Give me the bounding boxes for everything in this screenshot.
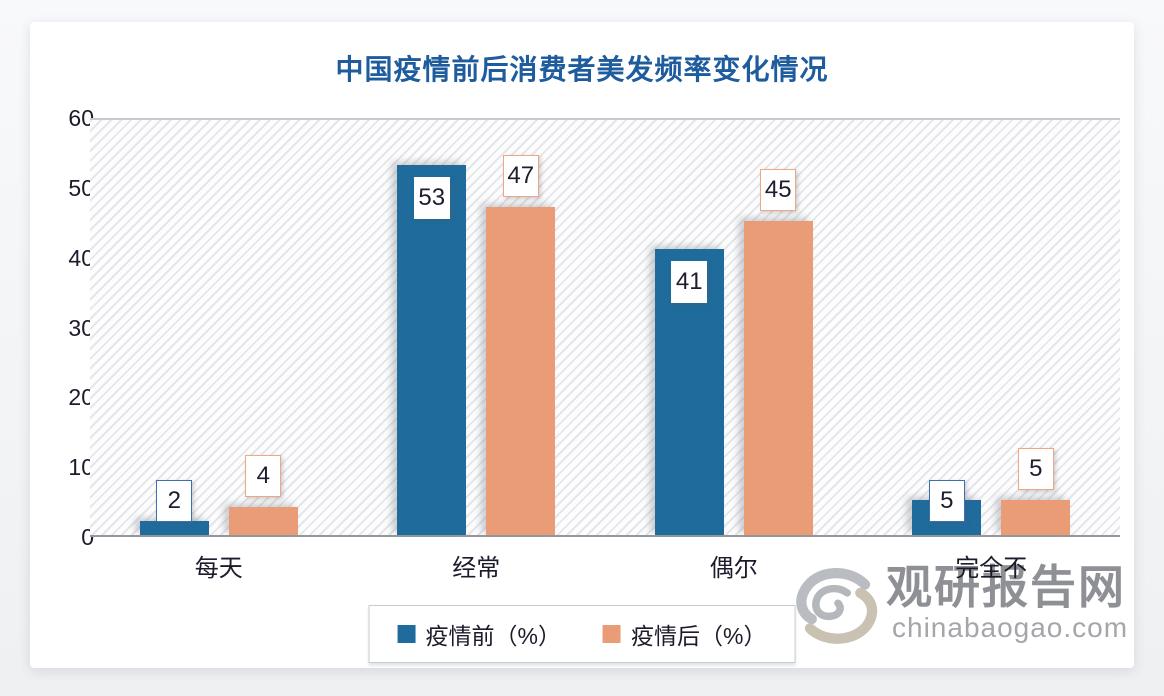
legend-label-after: 疫情后（%） (631, 623, 767, 649)
legend-item-before: 疫情前（%） (397, 617, 561, 651)
bar-before-经常 (397, 164, 467, 535)
x-axis-category-label: 经常 (452, 555, 501, 582)
y-axis-tick-label: 30 (68, 314, 94, 341)
bar-after-经常 (486, 206, 556, 535)
y-axis: 0 10 20 30 40 50 60 (44, 105, 94, 550)
y-axis-tick-label: 10 (68, 454, 94, 481)
data-label-before-经常: 53 (413, 176, 450, 219)
x-axis-category-label: 完全不 (955, 555, 1028, 582)
plot-area: 2 4 53 47 41 45 5 5 (90, 118, 1120, 537)
bar-after-完全不 (1001, 500, 1071, 535)
x-axis-category-label: 每天 (194, 555, 243, 582)
bar-before-每天 (139, 521, 209, 535)
y-axis-tick-label: 60 (68, 105, 94, 131)
x-axis: 每天 经常 偶尔 完全不 (90, 548, 1120, 582)
bar-after-每天 (228, 507, 298, 535)
watermark-site-url: chinabaogao.com (892, 612, 1129, 643)
y-axis-tick-label: 20 (68, 384, 94, 411)
watermark-site-name: 观研报告网 (886, 561, 1126, 613)
data-label-before-每天: 2 (156, 480, 193, 522)
y-axis-tick-label: 40 (68, 244, 94, 271)
data-label-before-完全不: 5 (928, 480, 965, 522)
legend-item-after: 疫情后（%） (603, 617, 766, 651)
data-label-before-偶尔: 41 (671, 260, 708, 303)
x-axis-category-label: 偶尔 (709, 555, 758, 582)
bar-after-偶尔 (743, 220, 813, 535)
legend-swatch-after (603, 625, 621, 643)
data-label-after-每天: 4 (245, 455, 282, 498)
data-label-after-经常: 47 (502, 154, 539, 197)
legend-label-before: 疫情前（%） (425, 623, 561, 649)
chart-title: 中国疫情前后消费者美发频率变化情况 (335, 54, 829, 85)
y-axis-tick-label: 0 (81, 524, 94, 550)
data-label-after-完全不: 5 (1017, 448, 1054, 491)
legend-swatch-before (397, 625, 416, 643)
watermark-swirl-logo-icon (790, 564, 884, 653)
legend: 疫情前（%） 疫情后（%） (368, 605, 796, 663)
y-axis-tick-label: 50 (68, 174, 94, 201)
chart-card: 中国疫情前后消费者美发频率变化情况 0 10 20 30 40 50 60 2 4 53 47 41… (30, 22, 1134, 668)
data-label-after-偶尔: 45 (760, 168, 797, 211)
